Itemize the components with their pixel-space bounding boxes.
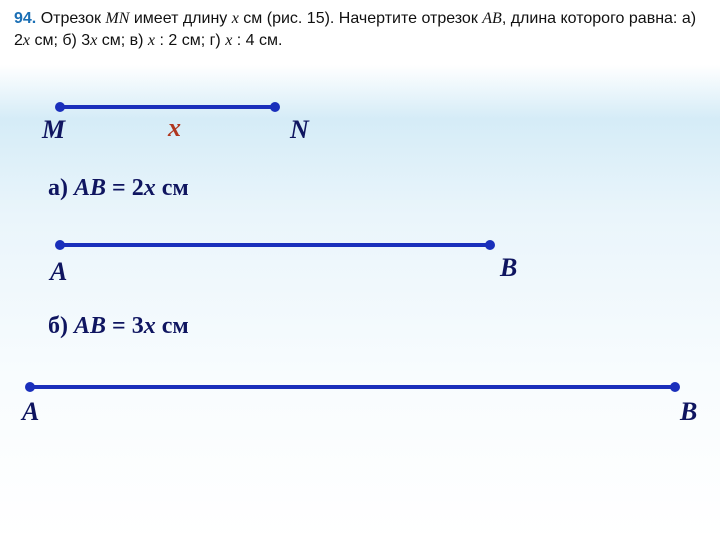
caption-a: а) AB = 2x см — [48, 175, 189, 202]
caption-x: x — [144, 313, 156, 339]
problem-text: : 2 см; г) — [155, 32, 225, 49]
problem-text: Отрезок — [41, 10, 106, 27]
endpoint-b1 — [485, 240, 495, 250]
problem-text: имеет длину — [129, 10, 231, 27]
caption-b: б) AB = 3x см — [48, 313, 189, 340]
label-a1: A — [50, 257, 67, 287]
segment-mn — [60, 105, 275, 109]
label-m: M — [42, 115, 65, 145]
endpoint-b2 — [670, 382, 680, 392]
caption-prefix: б) — [48, 313, 74, 339]
segment-ab-2x — [60, 243, 490, 247]
problem-text: см; в) — [97, 32, 148, 49]
endpoint-a1 — [55, 240, 65, 250]
problem-text: см (рис. 15). Начертите отрезок — [239, 10, 482, 27]
segment-ab-3x — [30, 385, 675, 389]
var-ab: AB — [482, 10, 502, 27]
caption-eq: = 2 — [106, 175, 144, 201]
caption-ab: AB — [74, 313, 106, 339]
caption-suffix: см — [156, 175, 189, 201]
problem-number: 94. — [14, 10, 36, 27]
caption-suffix: см — [156, 313, 189, 339]
var-x: x — [148, 32, 155, 49]
label-x: x — [168, 113, 181, 143]
problem-statement: 94. Отрезок MN имеет длину x см (рис. 15… — [0, 0, 720, 57]
label-a2: A — [22, 397, 39, 427]
var-mn: MN — [105, 10, 129, 27]
label-n: N — [290, 115, 309, 145]
label-b1: B — [500, 253, 517, 283]
caption-x: x — [144, 175, 156, 201]
var-x: x — [23, 32, 30, 49]
caption-prefix: а) — [48, 175, 74, 201]
caption-eq: = 3 — [106, 313, 144, 339]
var-x: x — [232, 10, 239, 27]
endpoint-n — [270, 102, 280, 112]
problem-text: см; б) 3 — [30, 32, 90, 49]
endpoint-m — [55, 102, 65, 112]
diagram-stage: M x N а) AB = 2x см A B б) AB = 3x см A … — [0, 57, 720, 527]
endpoint-a2 — [25, 382, 35, 392]
caption-ab: AB — [74, 175, 106, 201]
problem-text: : 4 см. — [232, 32, 282, 49]
label-b2: B — [680, 397, 697, 427]
